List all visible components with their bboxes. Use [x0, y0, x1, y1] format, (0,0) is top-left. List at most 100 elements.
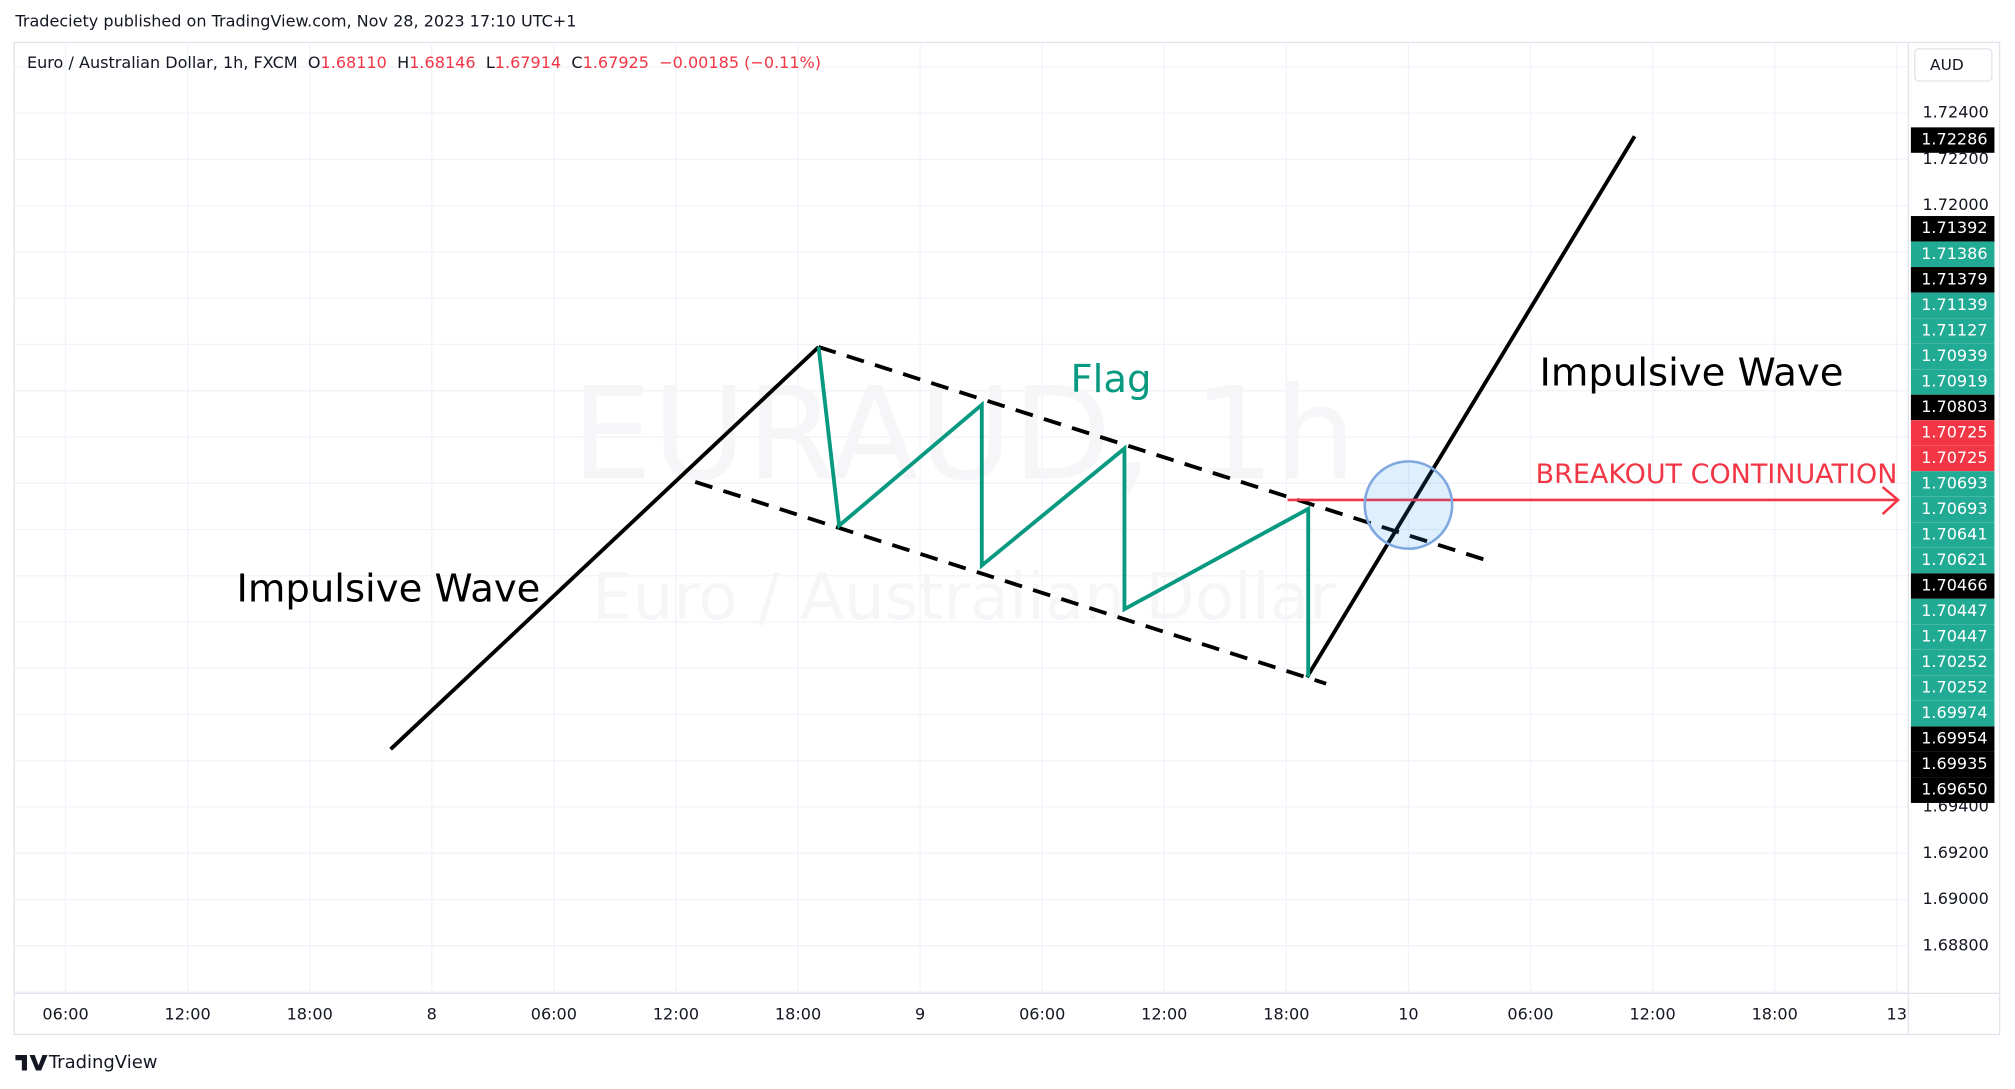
legend-low: 1.67914 [495, 52, 561, 71]
watermark-description: Euro / Australian Dollar [592, 560, 1336, 635]
price-badge [1910, 573, 1995, 599]
breakout-circle [1363, 460, 1454, 551]
legend-close-label: C [571, 52, 582, 71]
price-badge [1910, 471, 1995, 497]
legend-change: −0.00185 (−0.11%) [659, 52, 821, 71]
price-badge-label: 1.69974 [1921, 703, 1987, 722]
legend-close: 1.67925 [583, 52, 649, 71]
price-tick-label: 1.69000 [1922, 889, 1988, 908]
price-badge [1910, 496, 1995, 523]
annotation-right-wave: Impulsive Wave [1540, 351, 1844, 396]
price-badge-label: 1.69650 [1921, 780, 1987, 799]
price-badge-label: 1.70693 [1921, 499, 1987, 518]
price-badge-label: 1.70447 [1921, 627, 1987, 646]
legend: Euro / Australian Dollar, 1h, FXCM O1.68… [27, 52, 821, 71]
price-badge [1910, 369, 1995, 395]
price-badge-label: 1.71386 [1921, 244, 1987, 263]
price-badge-label: 1.70693 [1921, 473, 1987, 492]
impulse-line [389, 345, 820, 751]
price-badge [1910, 420, 1995, 446]
breakout-arrowhead [1881, 486, 1901, 515]
legend-symbol: Euro / Australian Dollar, 1h, FXCM [27, 52, 298, 71]
time-tick-label: 06:00 [42, 1005, 88, 1024]
time-tick-label: 12:00 [653, 1005, 699, 1024]
time-tick-label: 18:00 [1263, 1005, 1309, 1024]
watermark-symbol: EURAUD, 1h [571, 361, 1356, 510]
price-tick-label: 1.68800 [1922, 935, 1988, 954]
price-badge [1910, 777, 1995, 803]
time-tick-label: 06:00 [1019, 1005, 1065, 1024]
price-badge [1910, 127, 1995, 153]
price-badge-label: 1.69954 [1921, 729, 1987, 748]
chart-frame [13, 41, 2001, 1036]
price-tick-label: 1.69200 [1922, 843, 1988, 862]
flag-zigzag [816, 346, 1311, 678]
price-badge [1910, 216, 1995, 242]
price-tick-label: 1.72000 [1922, 195, 1988, 214]
price-badge-label: 1.70641 [1921, 525, 1987, 544]
price-badge-label: 1.71392 [1921, 218, 1987, 237]
annotation-flag: Flag [1070, 357, 1151, 402]
price-badge-label: 1.71127 [1921, 320, 1987, 339]
price-badge [1910, 598, 1995, 625]
price-badge [1910, 624, 1995, 650]
legend-low-label: L [486, 52, 495, 71]
price-badge [1910, 700, 1995, 727]
annotation-breakout: BREAKOUT CONTINUATION [1536, 459, 1898, 490]
price-badge [1910, 649, 1995, 676]
price-badge [1910, 343, 1995, 370]
price-badge [1910, 522, 1995, 548]
price-badge [1910, 675, 1995, 701]
time-tick-label: 18:00 [1752, 1005, 1798, 1024]
time-tick-label: 12:00 [1141, 1005, 1187, 1024]
price-badge [1910, 394, 1995, 421]
price-badge [1910, 292, 1995, 319]
currency-button[interactable] [1914, 48, 1993, 82]
price-badge [1910, 751, 1995, 778]
time-tick-label: 18:00 [775, 1005, 821, 1024]
price-badge-label: 1.70803 [1921, 397, 1987, 416]
price-badge-label: 1.72286 [1921, 130, 1987, 149]
price-badge-label: 1.70466 [1921, 576, 1987, 595]
price-badge-label: 1.69935 [1921, 754, 1987, 773]
currency-label: AUD [1930, 56, 1964, 74]
legend-high-label: H [397, 52, 409, 71]
price-badge-label: 1.70621 [1921, 550, 1987, 569]
time-tick-label: 06:00 [531, 1005, 577, 1024]
time-tick-label: 18:00 [287, 1005, 333, 1024]
price-badge-label: 1.70725 [1921, 448, 1987, 467]
price-badge-label: 1.70252 [1921, 652, 1987, 671]
legend-open-label: O [308, 52, 321, 71]
price-badge-label: 1.70725 [1921, 422, 1987, 441]
axes: 06:00 12:00 18:00 8 06:00 12:00 18:00 9 06:00 12:… [42, 103, 1995, 1024]
time-tick-label: 06:00 [1507, 1005, 1553, 1024]
time-tick-label: 12:00 [1629, 1005, 1675, 1024]
time-tick-label: 10 [1398, 1005, 1418, 1024]
price-badge [1910, 726, 1995, 752]
footer-brand: TradingView [48, 1052, 158, 1073]
price-badge-label: 1.70252 [1921, 678, 1987, 697]
price-badge-label: 1.71139 [1921, 295, 1987, 314]
grid [14, 42, 1909, 994]
legend-open: 1.68110 [321, 52, 387, 71]
logo-icon [15, 1055, 48, 1071]
price-badge-label: 1.70919 [1921, 371, 1987, 390]
tradingview-logo [15, 1055, 48, 1071]
price-badge [1910, 445, 1995, 472]
legend-high: 1.68146 [409, 52, 475, 71]
flag-lower-line [694, 480, 1327, 686]
time-tick-label: 13 [1887, 1005, 1907, 1024]
price-badge [1910, 318, 1995, 344]
price-badge [1910, 267, 1995, 293]
price-tick-label: 1.72200 [1922, 149, 1988, 168]
time-tick-label: 8 [427, 1005, 437, 1024]
price-tick-label: 1.72400 [1922, 103, 1988, 122]
price-badge-label: 1.71379 [1921, 269, 1987, 288]
time-tick-label: 9 [915, 1005, 925, 1024]
time-tick-label: 12:00 [164, 1005, 210, 1024]
price-badge [1910, 547, 1995, 574]
price-badge-label: 1.70447 [1921, 601, 1987, 620]
price-badge [1910, 241, 1995, 268]
annotation-left-wave: Impulsive Wave [236, 567, 540, 612]
